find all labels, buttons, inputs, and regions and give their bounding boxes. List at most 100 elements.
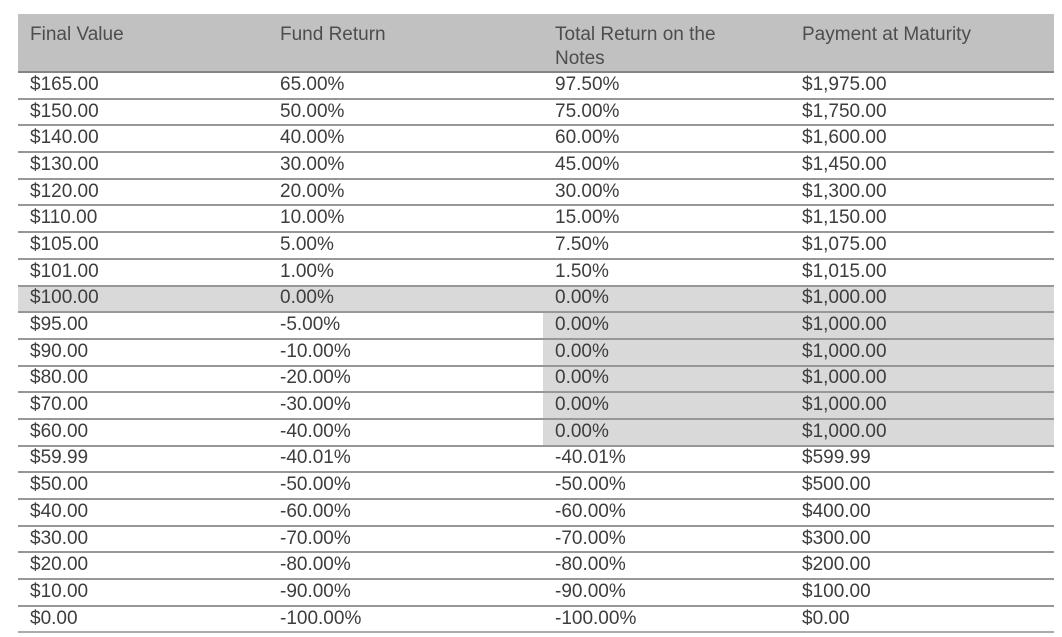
payment-at-maturity-cell: $200.00 bbox=[790, 552, 1054, 581]
total-return-cell: 75.00% bbox=[543, 98, 790, 127]
total-return-cell: -80.00% bbox=[543, 552, 790, 581]
payment-at-maturity-cell: $1,000.00 bbox=[790, 312, 1054, 340]
table-row: $59.99 -40.01% -40.01% $599.99 bbox=[18, 445, 1054, 474]
final-value-cell: $59.99 bbox=[18, 445, 268, 474]
final-value-cell: $150.00 bbox=[18, 98, 268, 127]
table-row: $100.00 0.00% 0.00% $1,000.00 bbox=[18, 285, 1054, 314]
final-value-cell: $40.00 bbox=[18, 499, 268, 527]
column-header-fund-return: Fund Return bbox=[268, 14, 543, 73]
fund-return-cell: 40.00% bbox=[268, 125, 543, 154]
table-row: $150.00 50.00% 75.00% $1,750.00 bbox=[18, 98, 1054, 127]
table-row: $101.00 1.00% 1.50% $1,015.00 bbox=[18, 258, 1054, 287]
fund-return-cell: 0.00% bbox=[268, 285, 543, 314]
column-header-label: Total Return on the Notes bbox=[555, 24, 716, 69]
final-value-cell: $120.00 bbox=[18, 178, 268, 207]
final-value-cell: $105.00 bbox=[18, 232, 268, 260]
fund-return-cell: -10.00% bbox=[268, 338, 543, 367]
fund-return-cell: 20.00% bbox=[268, 178, 543, 207]
payment-at-maturity-cell: $1,975.00 bbox=[790, 72, 1054, 100]
fund-return-cell: -60.00% bbox=[268, 499, 543, 527]
total-return-cell: -60.00% bbox=[543, 499, 790, 527]
payment-at-maturity-cell: $1,000.00 bbox=[790, 338, 1054, 367]
total-return-cell: -50.00% bbox=[543, 472, 790, 500]
table-row: $90.00 -10.00% 0.00% $1,000.00 bbox=[18, 338, 1054, 367]
final-value-cell: $110.00 bbox=[18, 205, 268, 234]
fund-return-cell: -30.00% bbox=[268, 392, 543, 420]
total-return-cell: 60.00% bbox=[543, 125, 790, 154]
fund-return-cell: -100.00% bbox=[268, 605, 543, 634]
table-header: Final Value Fund Return Total Return on … bbox=[18, 14, 1054, 73]
column-header-label: Fund Return bbox=[280, 24, 386, 45]
final-value-cell: $50.00 bbox=[18, 472, 268, 500]
payment-at-maturity-cell: $1,300.00 bbox=[790, 178, 1054, 207]
column-header-final-value: Final Value bbox=[18, 14, 268, 73]
fund-return-cell: -5.00% bbox=[268, 312, 543, 340]
total-return-cell: 0.00% bbox=[543, 365, 790, 394]
total-return-cell: 30.00% bbox=[543, 178, 790, 207]
total-return-cell: 45.00% bbox=[543, 152, 790, 180]
total-return-cell: -40.01% bbox=[543, 445, 790, 474]
payment-at-maturity-cell: $500.00 bbox=[790, 472, 1054, 500]
column-header-total-return-on-notes: Total Return on the Notes bbox=[543, 14, 790, 73]
final-value-cell: $95.00 bbox=[18, 312, 268, 340]
payment-at-maturity-cell: $300.00 bbox=[790, 525, 1054, 554]
payment-at-maturity-cell: $1,600.00 bbox=[790, 125, 1054, 154]
table-row: $120.00 20.00% 30.00% $1,300.00 bbox=[18, 178, 1054, 207]
final-value-cell: $90.00 bbox=[18, 338, 268, 367]
fund-return-cell: -80.00% bbox=[268, 552, 543, 581]
final-value-cell: $70.00 bbox=[18, 392, 268, 420]
total-return-cell: -70.00% bbox=[543, 525, 790, 554]
final-value-cell: $20.00 bbox=[18, 552, 268, 581]
table-row: $110.00 10.00% 15.00% $1,150.00 bbox=[18, 205, 1054, 234]
payment-at-maturity-cell: $1,000.00 bbox=[790, 418, 1054, 447]
total-return-cell: 97.50% bbox=[543, 72, 790, 100]
table-row: $40.00 -60.00% -60.00% $400.00 bbox=[18, 499, 1054, 527]
total-return-cell: 15.00% bbox=[543, 205, 790, 234]
payment-at-maturity-cell: $1,000.00 bbox=[790, 365, 1054, 394]
payment-at-maturity-cell: $1,075.00 bbox=[790, 232, 1054, 260]
total-return-cell: 0.00% bbox=[543, 418, 790, 447]
final-value-cell: $10.00 bbox=[18, 579, 268, 607]
fund-return-cell: -50.00% bbox=[268, 472, 543, 500]
table-row: $80.00 -20.00% 0.00% $1,000.00 bbox=[18, 365, 1054, 394]
column-header-label: Payment at Maturity bbox=[802, 24, 971, 45]
column-header-payment-at-maturity: Payment at Maturity bbox=[790, 14, 1054, 73]
fund-return-cell: 50.00% bbox=[268, 98, 543, 127]
table-row: $105.00 5.00% 7.50% $1,075.00 bbox=[18, 232, 1054, 260]
final-value-cell: $80.00 bbox=[18, 365, 268, 394]
total-return-cell: 0.00% bbox=[543, 312, 790, 340]
final-value-cell: $140.00 bbox=[18, 125, 268, 154]
total-return-cell: 0.00% bbox=[543, 285, 790, 314]
payment-at-maturity-table: Final Value Fund Return Total Return on … bbox=[18, 14, 1054, 634]
payment-at-maturity-cell: $1,000.00 bbox=[790, 285, 1054, 314]
total-return-cell: -90.00% bbox=[543, 579, 790, 607]
table-row: $0.00 -100.00% -100.00% $0.00 bbox=[18, 605, 1054, 634]
payment-at-maturity-cell: $100.00 bbox=[790, 579, 1054, 607]
header-row: Final Value Fund Return Total Return on … bbox=[18, 14, 1054, 73]
table-body: $165.00 65.00% 97.50% $1,975.00 $150.00 50.00… bbox=[18, 72, 1054, 634]
payment-at-maturity-cell: $1,150.00 bbox=[790, 205, 1054, 234]
column-header-label: Final Value bbox=[30, 24, 124, 45]
fund-return-cell: -20.00% bbox=[268, 365, 543, 394]
fund-return-cell: 1.00% bbox=[268, 258, 543, 287]
payment-at-maturity-cell: $0.00 bbox=[790, 605, 1054, 634]
fund-return-cell: 10.00% bbox=[268, 205, 543, 234]
payment-at-maturity-cell: $400.00 bbox=[790, 499, 1054, 527]
payment-at-maturity-cell: $1,000.00 bbox=[790, 392, 1054, 420]
final-value-cell: $165.00 bbox=[18, 72, 268, 100]
fund-return-cell: -70.00% bbox=[268, 525, 543, 554]
final-value-cell: $0.00 bbox=[18, 605, 268, 634]
final-value-cell: $130.00 bbox=[18, 152, 268, 180]
table-row: $20.00 -80.00% -80.00% $200.00 bbox=[18, 552, 1054, 581]
fund-return-cell: -40.00% bbox=[268, 418, 543, 447]
payment-at-maturity-cell: $1,450.00 bbox=[790, 152, 1054, 180]
fund-return-cell: -40.01% bbox=[268, 445, 543, 474]
final-value-cell: $100.00 bbox=[18, 285, 268, 314]
total-return-cell: 1.50% bbox=[543, 258, 790, 287]
payment-table-container: Final Value Fund Return Total Return on … bbox=[18, 14, 1054, 634]
final-value-cell: $101.00 bbox=[18, 258, 268, 287]
payment-at-maturity-cell: $599.99 bbox=[790, 445, 1054, 474]
total-return-cell: 0.00% bbox=[543, 338, 790, 367]
payment-at-maturity-cell: $1,015.00 bbox=[790, 258, 1054, 287]
table-row: $70.00 -30.00% 0.00% $1,000.00 bbox=[18, 392, 1054, 420]
